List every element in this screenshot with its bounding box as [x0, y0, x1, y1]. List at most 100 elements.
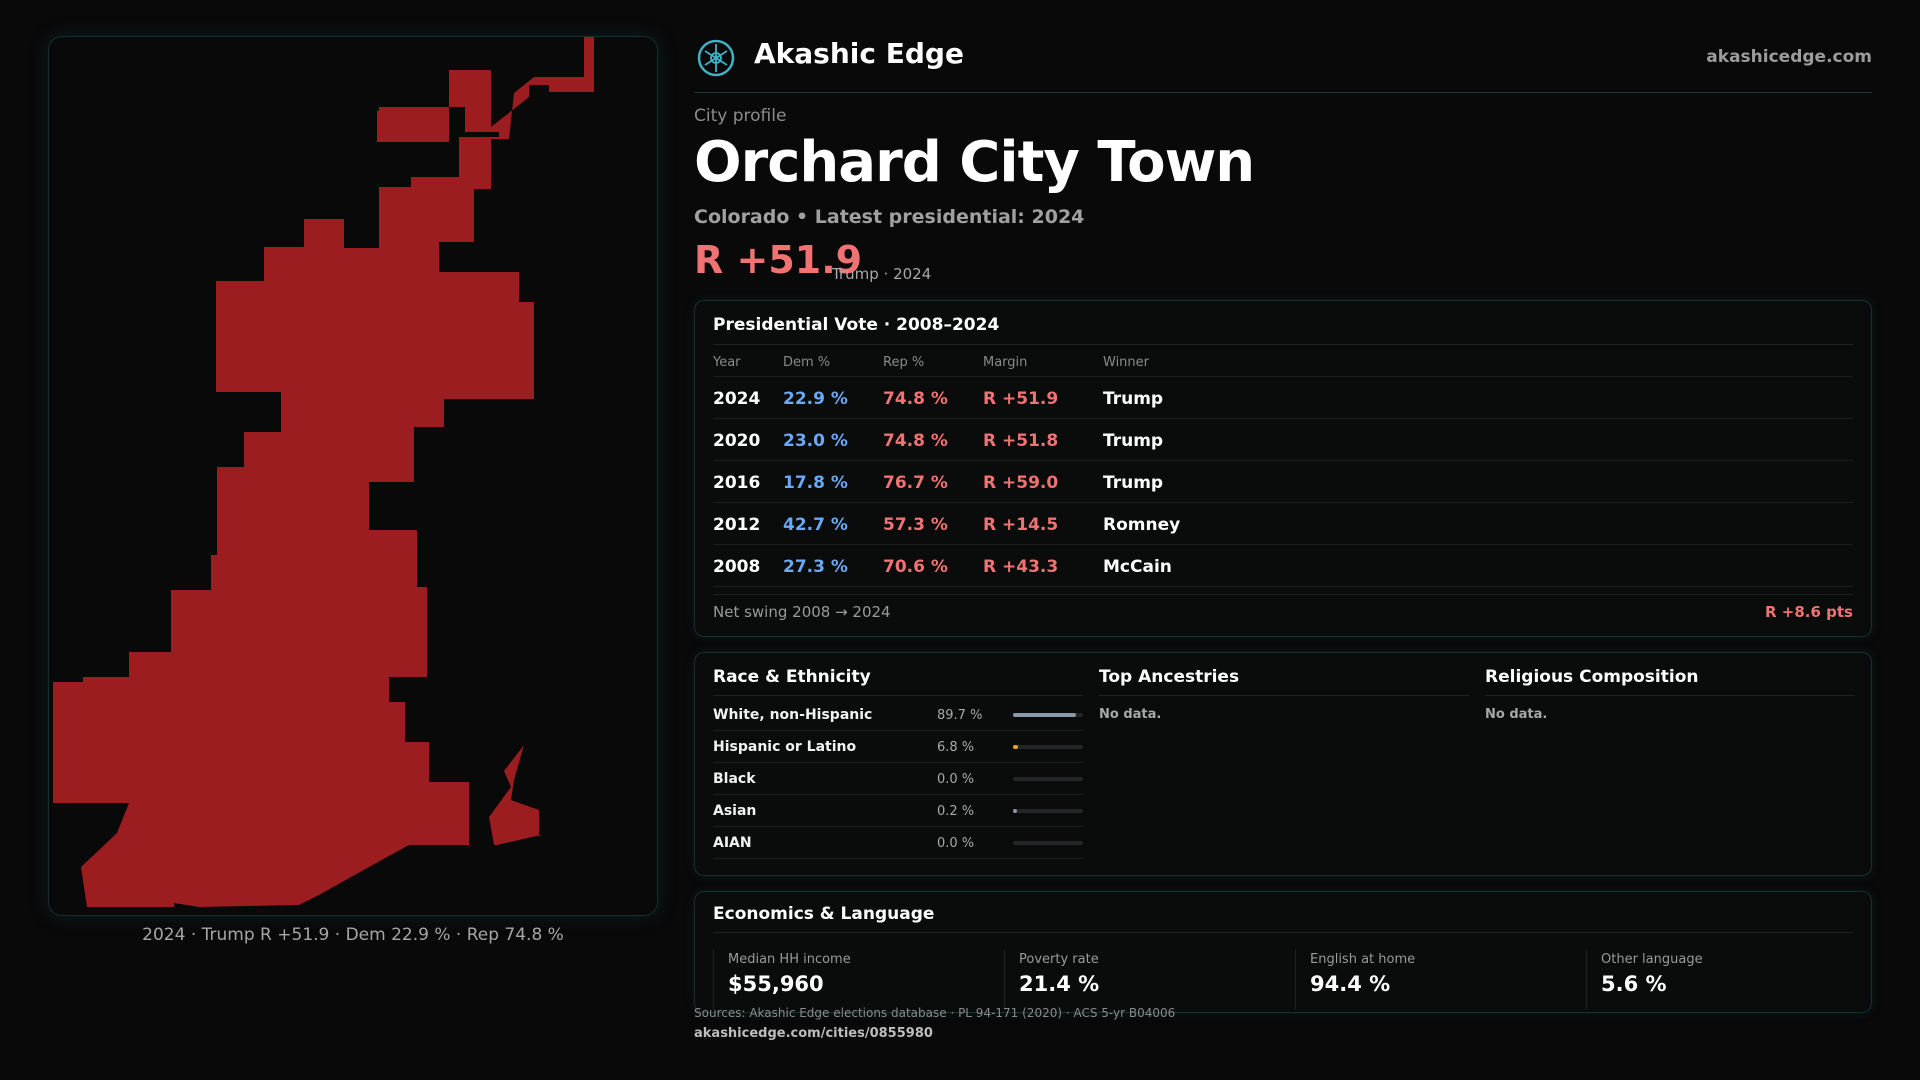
brand-name: Akashic Edge: [754, 37, 964, 70]
religion-no-data: No data.: [1485, 707, 1548, 722]
race-value: 89.7 %: [937, 708, 983, 723]
header-divider: [694, 92, 1872, 93]
stat-value: 21.4 %: [1019, 972, 1100, 996]
year-cell: 2012: [713, 515, 761, 535]
race-value: 0.2 %: [937, 804, 975, 819]
race-label: AIAN: [713, 835, 752, 851]
rep-cell: 74.8 %: [883, 389, 948, 409]
race-title-divider: [713, 695, 1083, 696]
race-bar-fill: [1013, 809, 1018, 813]
stat-other-language: Other language 5.6 %: [1586, 950, 1856, 1010]
headline-note: Trump · 2024: [832, 265, 932, 283]
vote-table: Year Dem % Rep % Margin Winner 2024 22.9…: [713, 345, 1853, 587]
table-row: 2024 22.9 % 74.8 % R +51.9 Trump: [713, 377, 1853, 419]
year-cell: 2020: [713, 431, 761, 451]
year-cell: 2016: [713, 473, 761, 493]
margin-cell: R +59.0: [983, 473, 1059, 493]
dem-cell: 17.8 %: [783, 473, 848, 493]
race-bar-track: [1013, 777, 1083, 781]
race-bar-track: [1013, 841, 1083, 845]
race-label: Asian: [713, 803, 757, 819]
stat-label: Median HH income: [728, 952, 851, 967]
winner-cell: Trump: [1103, 389, 1164, 409]
race-bar-fill: [1013, 713, 1076, 717]
race-row: Hispanic or Latino 6.8 %: [713, 731, 1083, 763]
stat-median-income: Median HH income $55,960: [713, 950, 983, 1010]
table-row: 2012 42.7 % 57.3 % R +14.5 Romney: [713, 503, 1853, 545]
stat-value: $55,960: [728, 972, 824, 996]
rep-cell: 57.3 %: [883, 515, 948, 535]
margin-cell: R +43.3: [983, 557, 1059, 577]
economics-language-card: Economics & Language Median HH income $5…: [694, 891, 1872, 1013]
dem-cell: 27.3 %: [783, 557, 848, 577]
dem-cell: 23.0 %: [783, 431, 848, 451]
race-ethnicity-title: Race & Ethnicity: [713, 667, 871, 687]
race-value: 0.0 %: [937, 772, 975, 787]
city-map-panel: [48, 36, 658, 916]
stat-label: English at home: [1310, 952, 1416, 967]
stat-value: 5.6 %: [1601, 972, 1667, 996]
winner-cell: Trump: [1103, 431, 1164, 451]
dem-cell: 22.9 %: [783, 389, 848, 409]
headline-margin: R +51.9: [694, 238, 863, 282]
page-kicker: City profile: [694, 106, 787, 126]
swing-divider: [713, 594, 1853, 595]
year-cell: 2008: [713, 557, 761, 577]
city-boundary-map: [53, 37, 594, 907]
margin-cell: R +51.9: [983, 389, 1059, 409]
rep-cell: 76.7 %: [883, 473, 948, 493]
race-bar-track: [1013, 745, 1083, 749]
net-swing-value: R +8.6 pts: [1765, 603, 1853, 621]
economics-title-divider: [713, 932, 1853, 933]
column-header-year: Year: [713, 355, 741, 370]
winner-cell: McCain: [1103, 557, 1172, 577]
race-bar-fill: [1013, 745, 1018, 749]
dem-cell: 42.7 %: [783, 515, 848, 535]
map-caption: 2024 · Trump R +51.9 · Dem 22.9 % · Rep …: [142, 925, 564, 945]
race-label: Black: [713, 771, 756, 787]
stat-label: Other language: [1601, 952, 1703, 967]
margin-cell: R +51.8: [983, 431, 1059, 451]
page-title: Orchard City Town: [694, 130, 1255, 195]
rep-cell: 70.6 %: [883, 557, 948, 577]
race-bar-track: [1013, 713, 1083, 717]
page-subtitle: Colorado • Latest presidential: 2024: [694, 206, 1085, 228]
column-header-rep: Rep %: [883, 355, 925, 370]
race-row: Black 0.0 %: [713, 763, 1083, 795]
vote-title-divider: [713, 344, 1853, 345]
rep-cell: 74.8 %: [883, 431, 948, 451]
column-header-winner: Winner: [1103, 355, 1150, 370]
race-bar-track: [1013, 809, 1083, 813]
city-page-url[interactable]: akashicedge.com/cities/0855980: [694, 1026, 933, 1041]
ancestries-title-divider: [1099, 695, 1469, 696]
table-row: 2016 17.8 % 76.7 % R +59.0 Trump: [713, 461, 1853, 503]
table-row: 2020 23.0 % 74.8 % R +51.8 Trump: [713, 419, 1853, 461]
city-boundary-shape: [53, 37, 594, 907]
winner-cell: Romney: [1103, 515, 1181, 535]
column-header-margin: Margin: [983, 355, 1028, 370]
religion-title-divider: [1485, 695, 1855, 696]
net-swing-label: Net swing 2008 → 2024: [713, 603, 891, 621]
religious-composition-title: Religious Composition: [1485, 667, 1699, 687]
ancestries-no-data: No data.: [1099, 707, 1162, 722]
year-cell: 2024: [713, 389, 761, 409]
race-row: Asian 0.2 %: [713, 795, 1083, 827]
race-value: 0.0 %: [937, 836, 975, 851]
site-link[interactable]: akashicedge.com: [1706, 47, 1872, 67]
race-row: AIAN 0.0 %: [713, 827, 1083, 859]
winner-cell: Trump: [1103, 473, 1164, 493]
stat-label: Poverty rate: [1019, 952, 1099, 967]
race-label: Hispanic or Latino: [713, 739, 857, 755]
margin-cell: R +14.5: [983, 515, 1059, 535]
presidential-vote-card: Presidential Vote · 2008–2024 Year Dem %…: [694, 300, 1872, 637]
akashic-edge-logo-icon: [696, 38, 736, 78]
stat-value: 94.4 %: [1310, 972, 1391, 996]
race-value: 6.8 %: [937, 740, 975, 755]
table-row: 2008 27.3 % 70.6 % R +43.3 McCain: [713, 545, 1853, 587]
vote-table-header: Year Dem % Rep % Margin Winner: [713, 345, 1853, 377]
stat-poverty-rate: Poverty rate 21.4 %: [1004, 950, 1274, 1010]
stat-english-at-home: English at home 94.4 %: [1295, 950, 1565, 1010]
economics-title: Economics & Language: [713, 904, 935, 924]
column-header-dem: Dem %: [783, 355, 831, 370]
sources-note: Sources: Akashic Edge elections database…: [694, 1006, 1176, 1020]
